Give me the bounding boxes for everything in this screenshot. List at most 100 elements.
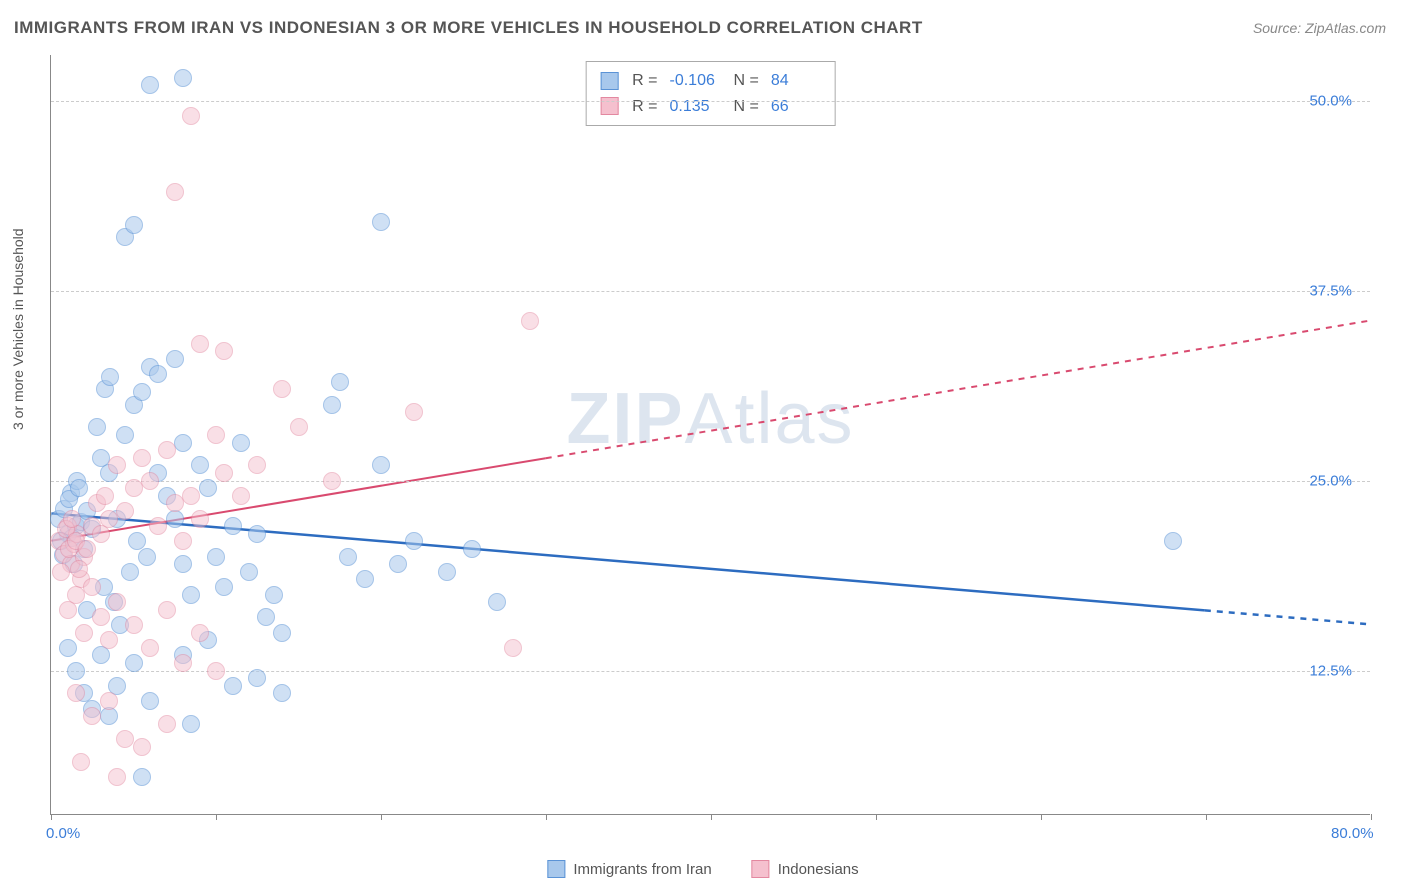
trend-lines — [51, 55, 1370, 814]
data-point — [207, 548, 225, 566]
y-axis-label: 3 or more Vehicles in Household — [10, 228, 26, 430]
data-point — [207, 426, 225, 444]
data-point — [141, 76, 159, 94]
data-point — [63, 510, 81, 528]
data-point — [100, 631, 118, 649]
data-point — [339, 548, 357, 566]
data-point — [125, 654, 143, 672]
data-point — [108, 593, 126, 611]
data-point — [323, 472, 341, 490]
data-point — [67, 662, 85, 680]
data-point — [182, 586, 200, 604]
data-point — [389, 555, 407, 573]
data-point — [133, 768, 151, 786]
gridline — [51, 481, 1370, 482]
data-point — [100, 510, 118, 528]
data-point — [191, 624, 209, 642]
data-point — [207, 662, 225, 680]
x-tick — [876, 814, 877, 820]
data-point — [108, 768, 126, 786]
x-tick — [711, 814, 712, 820]
chart-container: IMMIGRANTS FROM IRAN VS INDONESIAN 3 OR … — [0, 0, 1406, 892]
data-point — [70, 560, 88, 578]
data-point — [372, 456, 390, 474]
legend-item-indonesian: Indonesians — [752, 860, 859, 878]
stats-row-iran: R = -0.106 N = 84 — [600, 68, 821, 94]
data-point — [100, 692, 118, 710]
data-point — [141, 639, 159, 657]
data-point — [70, 479, 88, 497]
data-point — [191, 456, 209, 474]
x-tick — [1041, 814, 1042, 820]
source-label: Source: ZipAtlas.com — [1253, 20, 1386, 36]
data-point — [149, 365, 167, 383]
data-point — [141, 472, 159, 490]
data-point — [174, 555, 192, 573]
data-point — [257, 608, 275, 626]
data-point — [232, 487, 250, 505]
data-point — [248, 456, 266, 474]
plot-area: ZIPAtlas R = -0.106 N = 84 R = 0.135 N =… — [50, 55, 1370, 815]
data-point — [356, 570, 374, 588]
data-point — [125, 216, 143, 234]
data-point — [215, 342, 233, 360]
legend-item-iran: Immigrants from Iran — [547, 860, 711, 878]
data-point — [191, 335, 209, 353]
data-point — [182, 487, 200, 505]
x-tick — [51, 814, 52, 820]
x-tick — [381, 814, 382, 820]
data-point — [166, 183, 184, 201]
x-tick — [216, 814, 217, 820]
data-point — [182, 107, 200, 125]
bottom-legend: Immigrants from Iran Indonesians — [547, 860, 858, 878]
x-tick — [546, 814, 547, 820]
data-point — [92, 608, 110, 626]
data-point — [141, 692, 159, 710]
data-point — [463, 540, 481, 558]
data-point — [504, 639, 522, 657]
data-point — [75, 624, 93, 642]
data-point — [405, 403, 423, 421]
data-point — [158, 441, 176, 459]
y-tick-label: 50.0% — [1309, 92, 1352, 109]
data-point — [116, 426, 134, 444]
x-tick-label: 0.0% — [46, 825, 80, 842]
swatch-indonesian — [752, 860, 770, 878]
data-point — [174, 532, 192, 550]
data-point — [174, 654, 192, 672]
data-point — [101, 368, 119, 386]
data-point — [174, 69, 192, 87]
data-point — [83, 707, 101, 725]
data-point — [67, 684, 85, 702]
data-point — [166, 494, 184, 512]
data-point — [116, 502, 134, 520]
data-point — [166, 350, 184, 368]
gridline — [51, 101, 1370, 102]
data-point — [133, 449, 151, 467]
data-point — [290, 418, 308, 436]
data-point — [265, 586, 283, 604]
data-point — [331, 373, 349, 391]
data-point — [108, 456, 126, 474]
data-point — [182, 715, 200, 733]
stats-legend: R = -0.106 N = 84 R = 0.135 N = 66 — [585, 61, 836, 126]
data-point — [1164, 532, 1182, 550]
data-point — [323, 396, 341, 414]
data-point — [59, 639, 77, 657]
data-point — [273, 684, 291, 702]
gridline — [51, 671, 1370, 672]
data-point — [67, 586, 85, 604]
data-point — [273, 380, 291, 398]
data-point — [488, 593, 506, 611]
data-point — [248, 669, 266, 687]
y-tick-label: 37.5% — [1309, 282, 1352, 299]
data-point — [83, 578, 101, 596]
data-point — [191, 510, 209, 528]
data-point — [372, 213, 390, 231]
data-point — [133, 383, 151, 401]
data-point — [133, 738, 151, 756]
data-point — [138, 548, 156, 566]
data-point — [125, 616, 143, 634]
swatch-iran — [600, 72, 618, 90]
watermark: ZIPAtlas — [566, 378, 854, 460]
